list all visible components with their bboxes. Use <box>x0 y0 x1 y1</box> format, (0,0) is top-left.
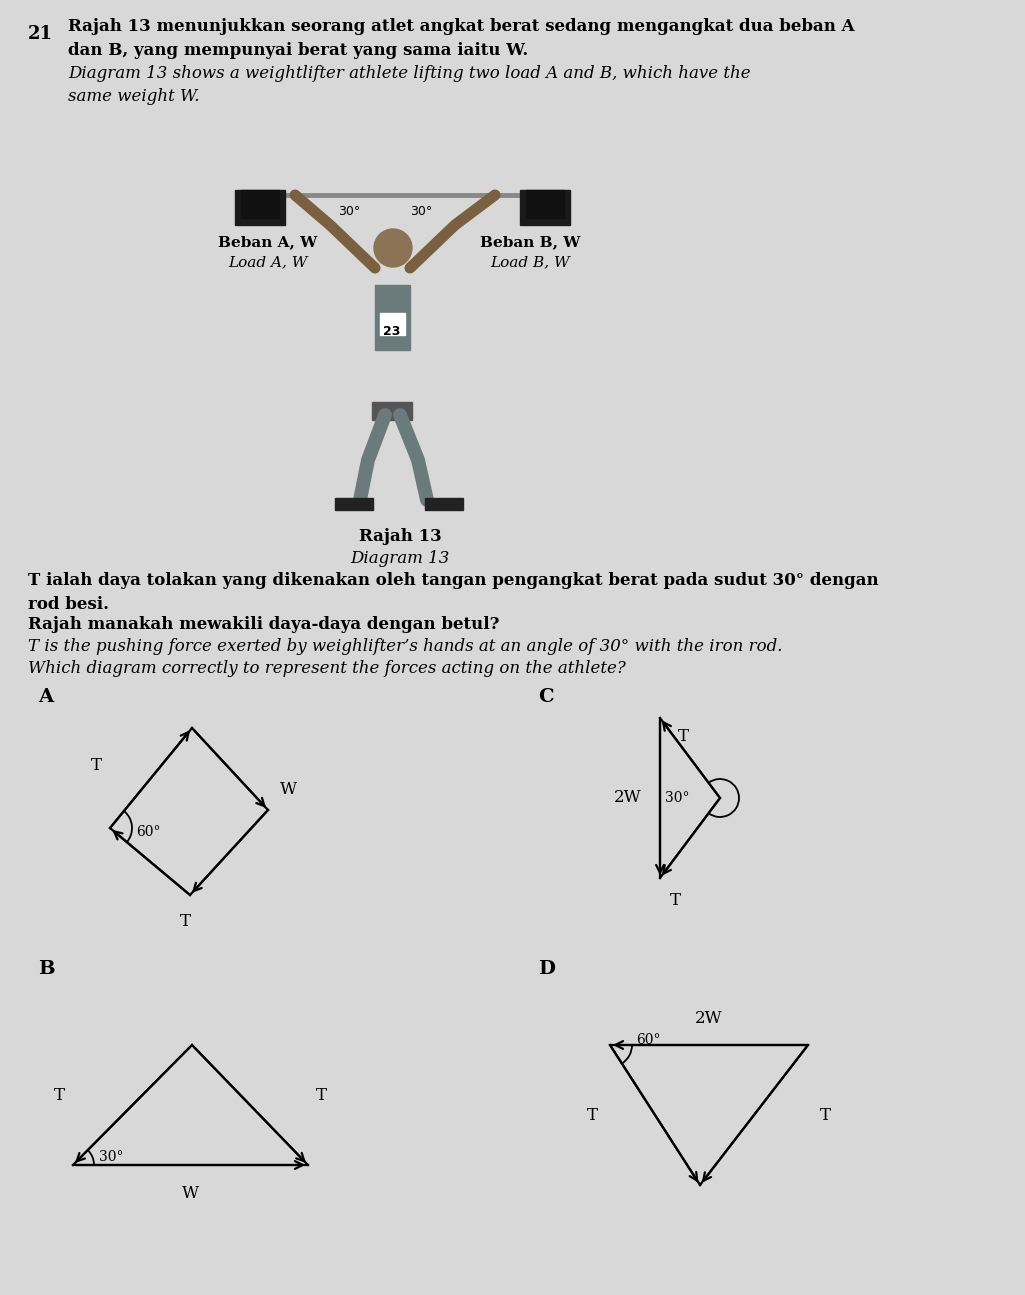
Bar <box>526 190 564 218</box>
Bar <box>372 401 412 420</box>
Circle shape <box>374 229 412 267</box>
Text: T: T <box>670 892 681 909</box>
Text: T is the pushing force exerted by weighlifter’s hands at an angle of 30° with th: T is the pushing force exerted by weighl… <box>28 638 782 655</box>
Text: D: D <box>538 960 555 978</box>
Bar <box>335 499 373 510</box>
Text: T: T <box>678 728 689 745</box>
Text: T: T <box>179 913 191 930</box>
Text: T: T <box>316 1087 327 1103</box>
Text: 30°: 30° <box>338 205 360 218</box>
Text: Beban A, W: Beban A, W <box>218 234 318 249</box>
Bar <box>235 190 285 225</box>
Text: T: T <box>54 1087 65 1103</box>
Text: Rajah 13 menunjukkan seorang atlet angkat berat sedang mengangkat dua beban A: Rajah 13 menunjukkan seorang atlet angka… <box>68 18 855 35</box>
Bar <box>380 313 405 335</box>
Text: Load A, W: Load A, W <box>229 255 308 269</box>
Bar <box>375 285 410 350</box>
Text: 21: 21 <box>28 25 53 43</box>
Text: dan B, yang mempunyai berat yang sama iaitu W.: dan B, yang mempunyai berat yang sama ia… <box>68 41 528 60</box>
Text: B: B <box>38 960 54 978</box>
Text: 60°: 60° <box>636 1033 660 1046</box>
Text: W: W <box>181 1185 199 1202</box>
Text: T: T <box>820 1106 831 1124</box>
Bar <box>241 190 279 218</box>
Text: Which diagram correctly to represent the forces acting on the athlete?: Which diagram correctly to represent the… <box>28 660 625 677</box>
Text: T: T <box>587 1106 598 1124</box>
Text: 2W: 2W <box>614 790 642 807</box>
Bar <box>425 499 463 510</box>
Bar <box>520 190 570 225</box>
Text: 2W: 2W <box>695 1010 723 1027</box>
Text: Beban B, W: Beban B, W <box>480 234 580 249</box>
Text: 30°: 30° <box>665 791 690 805</box>
Text: same weight W.: same weight W. <box>68 88 200 105</box>
Text: C: C <box>538 688 554 706</box>
Text: Diagram 13 shows a weightlifter athlete lifting two load A and B, which have the: Diagram 13 shows a weightlifter athlete … <box>68 65 750 82</box>
Text: Diagram 13: Diagram 13 <box>351 550 450 567</box>
Text: 30°: 30° <box>410 205 433 218</box>
Text: Load B, W: Load B, W <box>490 255 570 269</box>
Text: T: T <box>91 758 102 774</box>
Text: W: W <box>280 781 297 799</box>
Text: 30°: 30° <box>99 1150 123 1164</box>
Text: Rajah 13: Rajah 13 <box>359 528 442 545</box>
Text: Rajah manakah mewakili daya-daya dengan betul?: Rajah manakah mewakili daya-daya dengan … <box>28 616 499 633</box>
Text: rod besi.: rod besi. <box>28 596 109 613</box>
Text: 23: 23 <box>383 325 401 338</box>
Text: 60°: 60° <box>136 825 161 839</box>
Text: T ialah daya tolakan yang dikenakan oleh tangan pengangkat berat pada sudut 30° : T ialah daya tolakan yang dikenakan oleh… <box>28 572 878 589</box>
Text: A: A <box>38 688 53 706</box>
